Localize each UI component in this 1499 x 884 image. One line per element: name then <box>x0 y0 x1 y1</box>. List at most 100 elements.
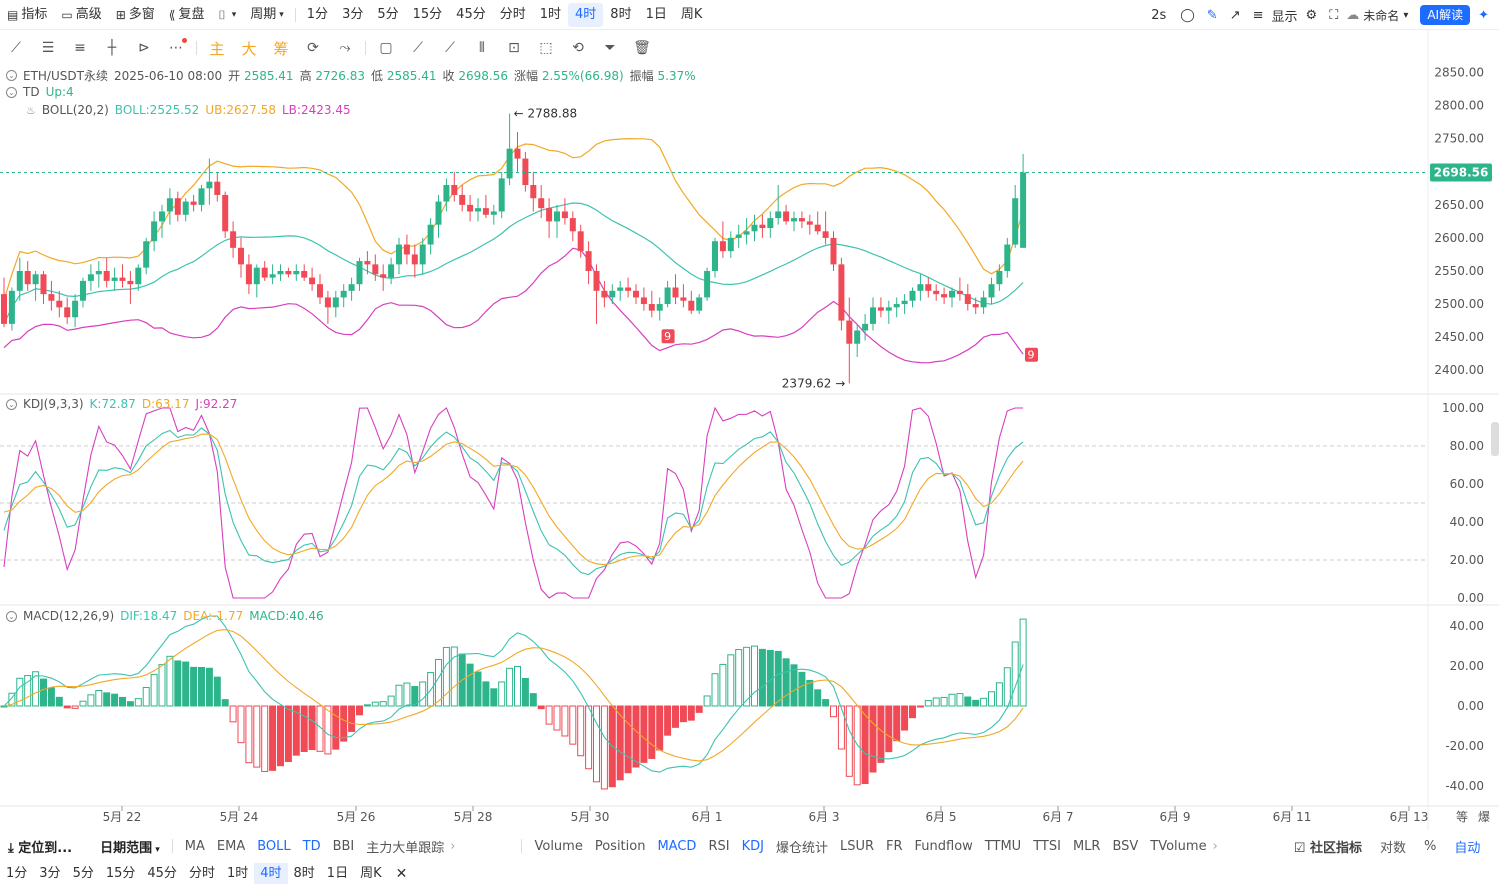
sub-indicator-4[interactable]: KDJ <box>741 838 764 854</box>
period-7[interactable]: 4时 <box>254 863 288 884</box>
period-10[interactable]: 周K <box>360 866 382 881</box>
trend-icon[interactable]: ⤳ <box>339 40 351 56</box>
copy-icon[interactable]: ▢ <box>379 40 393 56</box>
rotate-icon[interactable]: ⟲ <box>572 40 584 56</box>
close-icon[interactable]: ✕ <box>395 866 408 882</box>
toolbar-item-6[interactable]: 1分 <box>300 3 335 27</box>
sub-indicator-2[interactable]: MACD <box>657 838 697 854</box>
period-9[interactable]: 1日 <box>326 866 349 881</box>
filter-icon[interactable]: ⏷ <box>604 40 616 56</box>
toolbar-item-7[interactable]: 3分 <box>335 3 370 27</box>
toolbar-item-10[interactable]: 45分 <box>449 3 493 27</box>
toolbar-item-3[interactable]: ⟪ 复盘 <box>162 3 212 27</box>
ruler-icon[interactable]: ⟋ <box>413 40 423 56</box>
toolbar-item-14[interactable]: 8时 <box>603 3 638 27</box>
toolbar-item-16[interactable]: 周K <box>674 3 710 27</box>
sub-indicator-1[interactable]: Position <box>594 838 646 854</box>
brush-icon[interactable]: ⟋ <box>445 40 455 56</box>
scale-option-2[interactable]: % <box>1424 838 1437 854</box>
sub-indicator-5[interactable]: 爆仓统计 <box>775 840 828 856</box>
main-indicator-5[interactable]: 主力大单跟踪 <box>366 840 445 856</box>
period-2[interactable]: 5分 <box>72 866 94 881</box>
indicator-bar: ⤓ 定位到... 日期范围 ▾ MA EMA BOLL TD BBI 主力大单跟踪 › Volum… <box>0 832 1499 860</box>
line-tool-icon[interactable]: ⟋ <box>11 40 21 56</box>
trash-icon[interactable]: 🗑 <box>633 40 651 56</box>
main-indicator-1[interactable]: EMA <box>216 838 246 854</box>
pen-icon[interactable]: ✎ <box>1206 7 1218 23</box>
collapse-icon[interactable]: ⌄ <box>6 86 17 98</box>
magic-icon[interactable]: ✦ <box>1478 7 1489 23</box>
more-tool-icon[interactable]: ⋯ <box>163 36 189 60</box>
sub-indicator-8[interactable]: Fundflow <box>914 838 973 854</box>
tool-label: 筹 <box>273 39 289 58</box>
sub-indicator-3[interactable]: RSI <box>708 838 730 854</box>
camera-icon[interactable]: ◯ <box>1180 7 1195 23</box>
toolbar-item-1[interactable]: ▭ 高级 <box>54 3 108 27</box>
toolbar-item-12[interactable]: 1时 <box>533 3 568 27</box>
interval-label[interactable]: 2s <box>1151 7 1167 23</box>
toolbar-item-9[interactable]: 15分 <box>406 3 450 27</box>
toolbar-item-0[interactable]: ▤ 指标 <box>0 3 54 27</box>
cross-tool-icon[interactable]: ┼ <box>107 40 117 56</box>
scale-option-3[interactable]: 自动 <box>1454 840 1481 856</box>
chart-canvas[interactable]: 2850.002800.002750.002700.002650.002600.… <box>0 0 1499 832</box>
share-icon[interactable]: ↗ <box>1229 7 1241 23</box>
main-indicator[interactable]: 主 <box>204 36 230 60</box>
kdj-legend: ⌄ KDJ(9,3,3) K:72.87 D:63.17 J:92.27 <box>6 397 237 411</box>
sub-indicator-6[interactable]: LSUR <box>839 838 874 854</box>
sub-indicator-12[interactable]: BSV <box>1112 838 1139 854</box>
fullscreen-icon[interactable]: ⛶ <box>1329 7 1339 23</box>
sub-indicator-9[interactable]: TTMU <box>984 838 1022 854</box>
sync-icon[interactable]: ⟳ <box>307 40 319 56</box>
candle-body <box>16 270 23 291</box>
chips[interactable]: 筹 <box>268 36 294 60</box>
locate-button[interactable]: ⤓ 定位到... <box>0 837 78 856</box>
chevron-right-icon[interactable]: › <box>450 838 456 854</box>
collapse-icon[interactable]: ⌄ <box>6 70 17 81</box>
lock-icon[interactable]: ⊡ <box>508 40 520 56</box>
chevron-right-icon[interactable]: › <box>1212 838 1218 854</box>
toolbar-item-2[interactable]: ⊞ 多窗 <box>109 3 162 27</box>
gear-icon[interactable]: ⚙ <box>1305 7 1318 23</box>
candle-body <box>680 297 687 301</box>
sub-indicator-11[interactable]: MLR <box>1072 838 1101 854</box>
sub-indicator-13[interactable]: TVolume <box>1150 838 1207 854</box>
date-range-button[interactable]: 日期范围 ▾ <box>94 837 166 856</box>
list-icon[interactable]: ≡ <box>1252 7 1264 23</box>
period-6[interactable]: 1时 <box>226 866 249 881</box>
toolbar-item-13[interactable]: 4时 <box>568 2 604 27</box>
toolbar-item-15[interactable]: 1日 <box>639 3 674 27</box>
period-4[interactable]: 45分 <box>147 866 177 881</box>
candle-body <box>245 264 252 285</box>
toolbar-item-5[interactable]: 周期 ▾ <box>243 3 291 27</box>
big-order[interactable]: 大 <box>236 36 262 60</box>
toolbar-item-11[interactable]: 分时 <box>493 3 533 27</box>
period-8[interactable]: 8时 <box>293 866 315 881</box>
main-indicator-2[interactable]: BOLL <box>257 838 291 854</box>
main-indicator-4[interactable]: BBI <box>332 838 355 854</box>
channel-tool-icon[interactable]: ≡ <box>74 40 86 56</box>
collapse-icon[interactable]: ⌄ <box>6 398 17 410</box>
sub-indicator-10[interactable]: TTSI <box>1033 838 1061 854</box>
main-indicator-0[interactable]: MA <box>184 838 205 854</box>
main-indicator-3[interactable]: TD <box>302 838 321 854</box>
chevron-down-icon[interactable]: ▾ <box>1403 9 1409 21</box>
bar-icon[interactable]: ⫴ <box>479 40 485 56</box>
display-button[interactable]: 显示 <box>1271 9 1298 25</box>
period-1[interactable]: 3分 <box>39 866 61 881</box>
hline-tool-icon[interactable]: ☰ <box>41 40 55 56</box>
community-indicator-button[interactable]: ☑ 社区指标 <box>1288 837 1368 856</box>
layout-name[interactable]: 未命名 <box>1363 8 1400 23</box>
note-icon[interactable]: ⬚ <box>539 40 553 56</box>
sub-indicator-7[interactable]: FR <box>886 838 903 854</box>
period-0[interactable]: 1分 <box>6 866 28 881</box>
toolbar-item-8[interactable]: 5分 <box>370 3 405 27</box>
collapse-icon[interactable]: ⌄ <box>6 610 17 622</box>
period-5[interactable]: 分时 <box>188 866 215 881</box>
scale-option-1[interactable]: 对数 <box>1379 840 1406 856</box>
sub-indicator-0[interactable]: Volume <box>534 838 583 854</box>
cursor-tool-icon[interactable]: ⊳ <box>138 40 150 56</box>
ai-button[interactable]: AI解读 <box>1420 5 1471 25</box>
toolbar-item-4[interactable]: ⌷ ▾ <box>212 3 244 27</box>
period-3[interactable]: 15分 <box>105 866 136 881</box>
